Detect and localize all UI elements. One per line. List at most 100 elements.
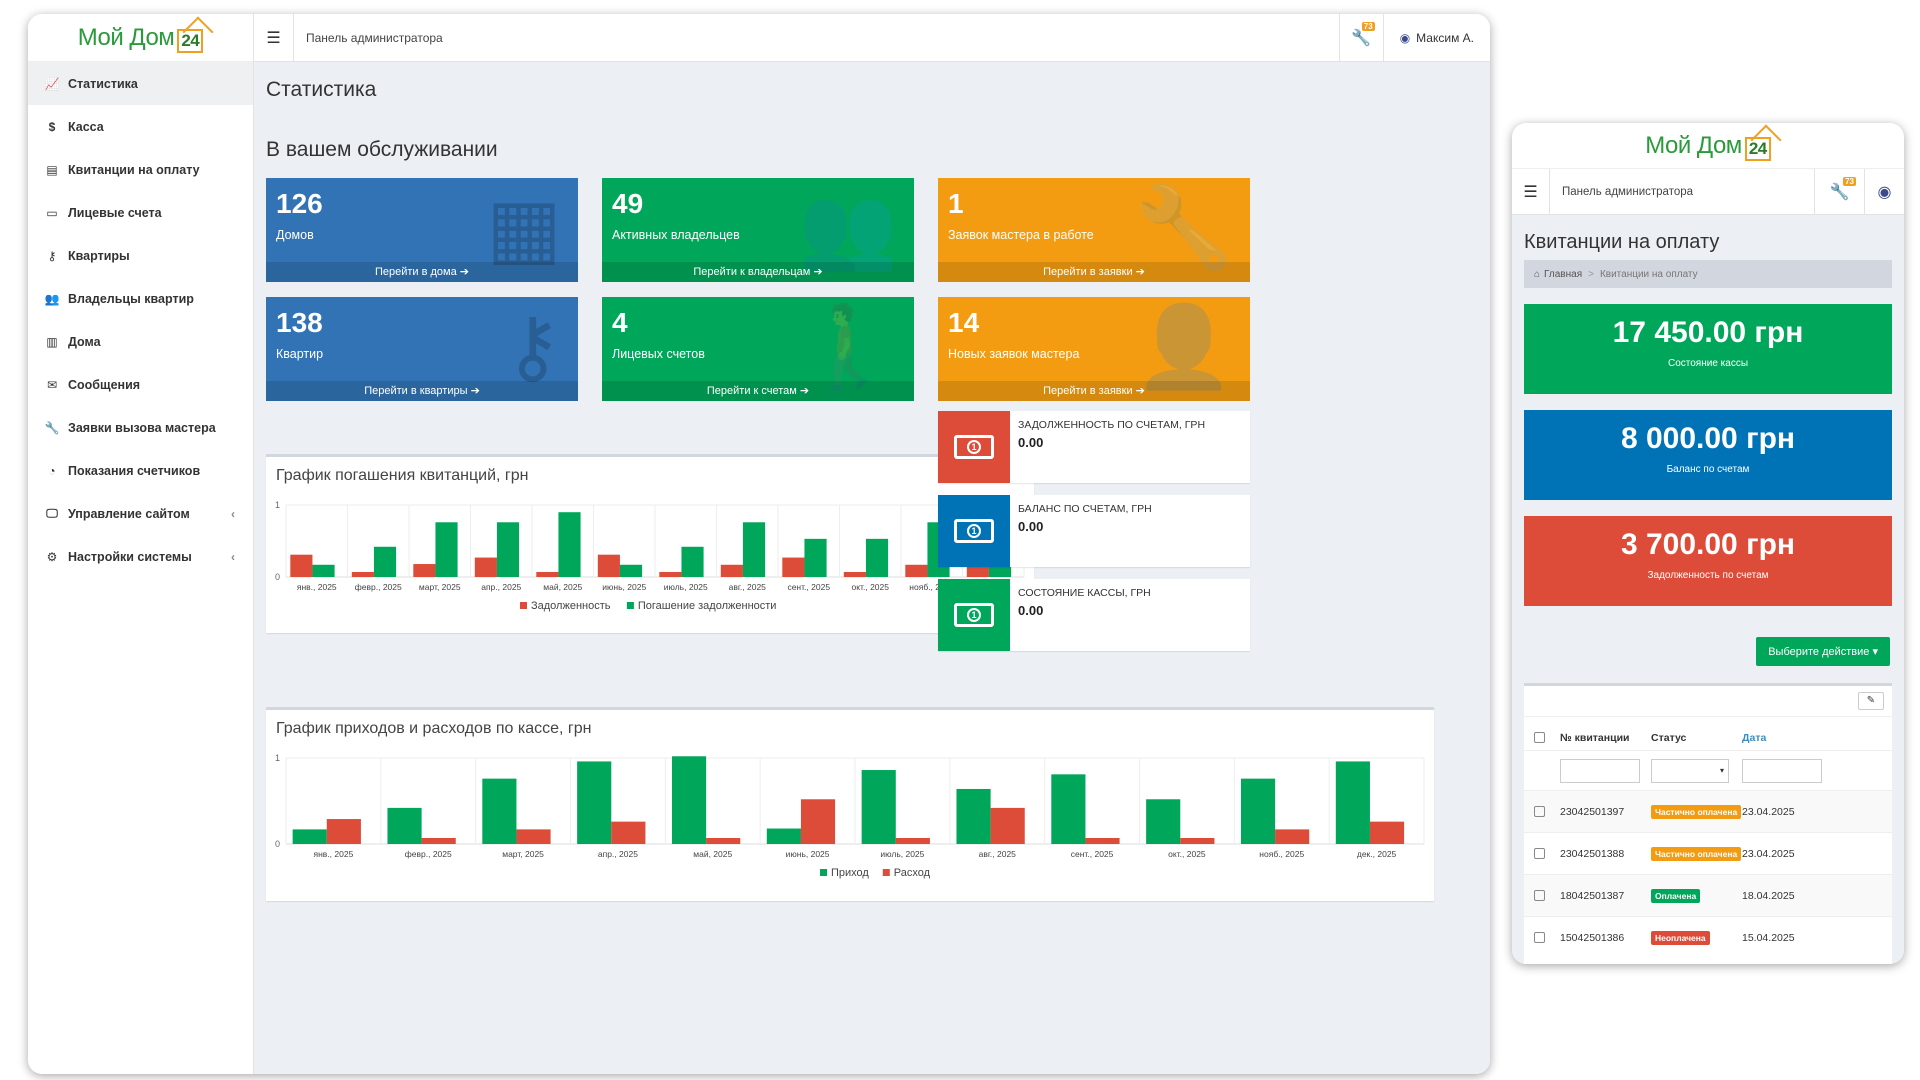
eraser-icon: ✎ — [1866, 695, 1876, 706]
tile-label: Активных владельцев — [612, 228, 740, 242]
tile-link-label: Перейти в заявки — [1043, 385, 1133, 397]
clear-filter-button[interactable]: ✎ — [1858, 692, 1884, 710]
x-tick-label: февр., 2025 — [405, 849, 452, 859]
bar-1 — [865, 538, 889, 577]
tile-label: Домов — [276, 228, 314, 242]
legend-swatch — [882, 869, 890, 876]
sidebar-item-8[interactable]: 🔧 Заявки вызова мастера — [28, 406, 253, 449]
x-tick-label: апр., 2025 — [481, 582, 521, 592]
user-name: Максим А. — [1416, 30, 1474, 45]
receipt-date: 23.04.2025 — [1742, 847, 1795, 860]
number-filter-input[interactable] — [1560, 758, 1640, 783]
mobile-logo-number: 24 — [1748, 138, 1767, 158]
bar-1 — [742, 522, 766, 577]
tile-link-label: Перейти в дома — [374, 266, 457, 278]
sidebar-item-9[interactable]: ◔ Показания счетчиков — [28, 449, 253, 492]
bar-0 — [387, 807, 422, 844]
row-checkbox[interactable] — [1534, 932, 1545, 943]
mobile-menu-toggle-button[interactable]: ☰ — [1512, 169, 1550, 214]
tile-link[interactable]: Перейти в заявки ➔ — [938, 262, 1250, 282]
y-tick-label: 1 — [275, 500, 280, 510]
menu-toggle-button[interactable]: ☰ — [254, 14, 294, 61]
tile-number: 4 — [612, 307, 628, 338]
bar-1 — [373, 546, 397, 577]
legend-label: Приход — [831, 867, 869, 879]
tile-label: Новых заявок мастера — [948, 347, 1080, 361]
logo-text: Мой Дом — [77, 23, 175, 51]
header-number[interactable]: № квитанции — [1560, 731, 1630, 744]
select-all-checkbox[interactable] — [1534, 732, 1545, 743]
bar-1 — [1085, 837, 1120, 844]
notifications-button[interactable]: 🔧 73 — [1338, 14, 1383, 61]
header-date[interactable]: Дата — [1742, 731, 1767, 744]
tile-link[interactable]: Перейти в дома ➔ — [266, 262, 578, 282]
page-title: Статистика — [266, 78, 377, 101]
bar-0 — [536, 571, 559, 577]
select-action-button[interactable]: Выберите действие ▾ — [1756, 637, 1890, 666]
sidebar-item-1[interactable]: $ Касса — [28, 105, 253, 148]
legend-label: Задолженность — [531, 600, 611, 612]
x-tick-label: июнь, 2025 — [786, 849, 830, 859]
mobile-stat-box: 3 700.00 грн Задолженность по счетам — [1524, 516, 1892, 606]
sidebar-item-label: Заявки вызова мастера — [68, 420, 216, 435]
bar-1 — [516, 829, 551, 844]
table-row[interactable]: 23042501397 Частично оплачена 23.04.2025 — [1524, 790, 1892, 832]
table-row[interactable]: 23042501388 Частично оплачена 23.04.2025 — [1524, 832, 1892, 874]
bar-1 — [435, 522, 458, 577]
row-checkbox[interactable] — [1534, 806, 1545, 817]
sidebar-item-4[interactable]: ⚷ Квартиры — [28, 234, 253, 277]
wrench-icon: 🔧 — [1829, 183, 1850, 201]
mobile-window: Мой Дом 24 ☰ Панель администратора 🔧 73 ◉… — [1512, 123, 1904, 964]
table-row[interactable]: 18042501387 Оплачена 18.04.2025 — [1524, 874, 1892, 916]
tile-number: 49 — [612, 188, 644, 219]
money-icon: 1 — [938, 579, 1010, 651]
sidebar-item-label: Дома — [68, 334, 101, 349]
logo[interactable]: Мой Дом 24 — [28, 14, 253, 62]
arrow-circle-right-icon: ➔ — [470, 385, 480, 397]
cash-chart-box: График приходов и расходов по кассе, грн… — [266, 707, 1434, 901]
bar-1 — [1180, 837, 1215, 844]
x-tick-label: окт., 2025 — [1168, 849, 1206, 859]
dollar-icon: $ — [48, 119, 56, 134]
mobile-logo[interactable]: Мой Дом 24 — [1512, 123, 1904, 169]
home-icon: ⌂ — [1534, 268, 1541, 280]
row-checkbox[interactable] — [1534, 848, 1545, 859]
legend-swatch — [820, 869, 827, 876]
receipt-date: 18.04.2025 — [1742, 889, 1795, 902]
sidebar-item-6[interactable]: ▥ Дома — [28, 320, 253, 363]
x-tick-label: дек., 2025 — [1357, 849, 1397, 859]
tile-link[interactable]: Перейти в заявки ➔ — [938, 381, 1250, 401]
users-icon: 👥 — [44, 291, 60, 306]
tile-link[interactable]: Перейти в квартиры ➔ — [266, 381, 578, 401]
sidebar-item-3[interactable]: ▭ Лицевые счета — [28, 191, 253, 234]
bar-1 — [990, 807, 1025, 844]
sidebar-item-11[interactable]: ⚙ Настройки системы ‹ — [28, 535, 253, 578]
header-status[interactable]: Статус — [1651, 731, 1687, 744]
tile-link[interactable]: Перейти к счетам ➔ — [602, 381, 914, 401]
mobile-notifications-button[interactable]: 🔧 73 — [1814, 169, 1864, 214]
bar-1 — [895, 837, 930, 844]
tile-label: Заявок мастера в работе — [948, 228, 1094, 242]
sidebar-item-10[interactable]: 🖵 Управление сайтом ‹ — [28, 492, 253, 535]
sidebar-item-7[interactable]: ✉ Сообщения — [28, 363, 253, 406]
date-filter-input[interactable] — [1742, 758, 1822, 783]
status-filter-select[interactable]: ▾ — [1651, 758, 1729, 783]
mobile-stat-box: 8 000.00 грн Баланс по счетам — [1524, 410, 1892, 500]
hamburger-icon: ☰ — [1523, 183, 1538, 201]
tile-number: 138 — [276, 307, 323, 338]
sidebar-item-2[interactable]: ▤ Квитанции на оплату — [28, 148, 253, 191]
sidebar-item-0[interactable]: 📈 Статистика — [28, 62, 253, 105]
sidebar-item-5[interactable]: 👥 Владельцы квартир — [28, 277, 253, 320]
user-menu[interactable]: ◉ Максим А. — [1382, 14, 1490, 61]
tile-number: 14 — [948, 307, 980, 338]
x-tick-label: февр., 2025 — [355, 582, 402, 592]
summary-tile: ⚷ 138 Квартир Перейти в квартиры ➔ — [266, 297, 578, 401]
row-checkbox[interactable] — [1534, 890, 1545, 901]
receipt-date: 23.04.2025 — [1742, 805, 1795, 818]
table-row[interactable]: 15042501386 Неоплачена 15.04.2025 — [1524, 916, 1892, 958]
sidebar-item-label: Лицевые счета — [68, 205, 162, 220]
breadcrumb-home-link[interactable]: Главная — [1544, 268, 1583, 280]
tile-link-label: Перейти к счетам — [706, 385, 797, 397]
tile-link[interactable]: Перейти к владельцам ➔ — [602, 262, 914, 282]
mobile-user-button[interactable]: ◉ — [1864, 169, 1904, 214]
